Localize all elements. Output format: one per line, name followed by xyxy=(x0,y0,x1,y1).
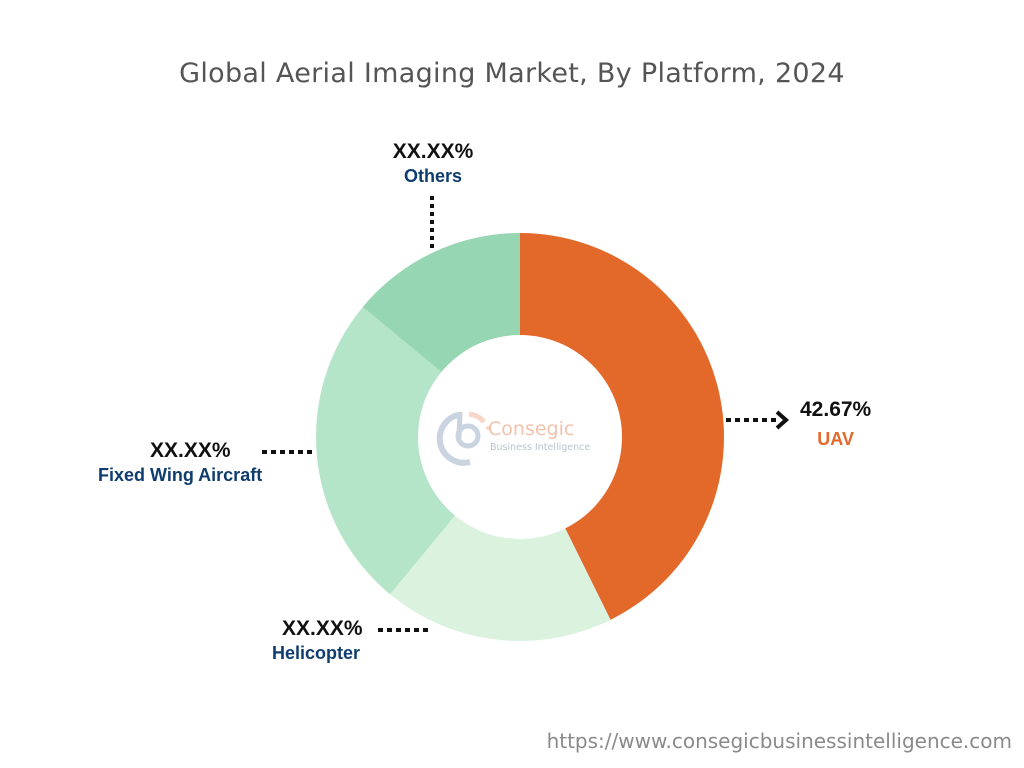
uav-arrow-icon xyxy=(775,410,790,430)
helicopter-name: Helicopter xyxy=(272,643,361,663)
slice-helicopter xyxy=(390,437,611,641)
helicopter-value: XX.XX% xyxy=(282,617,363,640)
slice-fixed-wing xyxy=(316,307,520,595)
chart-title: Global Aerial Imaging Market, By Platfor… xyxy=(179,58,845,89)
consegic-logo-icon xyxy=(436,411,490,466)
uav-label: 42.67% UAV xyxy=(800,398,871,450)
helicopter-label: XX.XX% Helicopter xyxy=(272,617,363,664)
others-value: XX.XX% xyxy=(392,140,474,163)
others-name: Others xyxy=(403,166,463,186)
fixed-wing-name: Fixed Wing Aircraft xyxy=(98,465,263,485)
donut-hole xyxy=(418,335,622,539)
watermark-brand: Consegic xyxy=(488,418,575,440)
source-url: https://www.consegicbusinessintelligence… xyxy=(546,729,1012,753)
others-label: XX.XX% Others xyxy=(388,140,478,187)
watermark-sub: Business Intelligence xyxy=(490,442,591,453)
uav-value: 42.67% xyxy=(800,398,872,421)
uav-name: UAV xyxy=(817,429,854,449)
fixed-wing-label: XX.XX% Fixed Wing Aircraft xyxy=(98,439,298,486)
fixed-wing-value: XX.XX% xyxy=(150,439,231,462)
